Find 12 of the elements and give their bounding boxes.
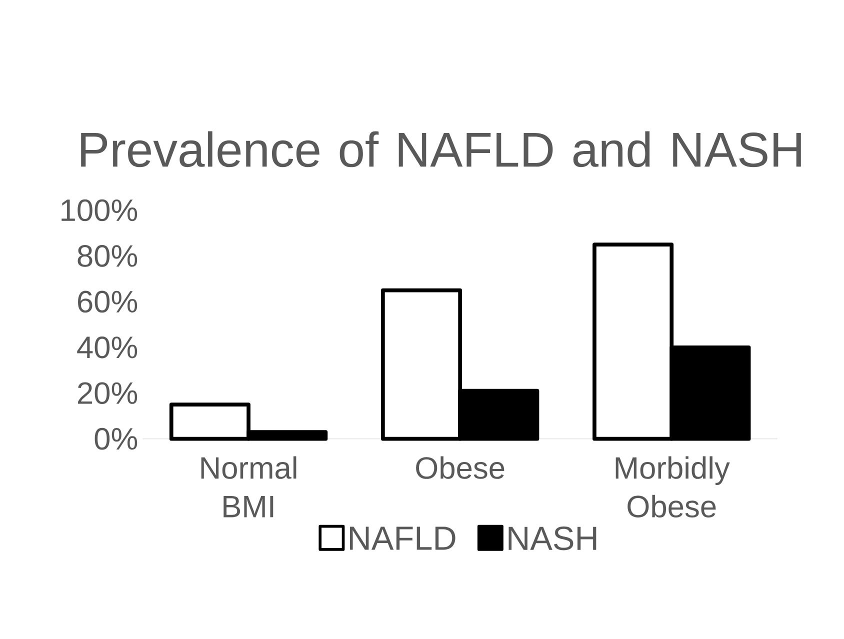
y-tick-label: 100%	[62, 199, 138, 221]
x-tick-label: Obese	[416, 456, 504, 479]
y-tick-label: 60%	[78, 290, 138, 312]
y-tick-label: 40%	[77, 336, 138, 358]
x-tick-label: Morbidly Obese	[616, 456, 730, 518]
y-tick-label: 20%	[78, 382, 138, 404]
legend-label: NASH	[508, 526, 596, 550]
y-tick-label: 0%	[94, 428, 138, 450]
x-tick-label: Normal BMI	[201, 456, 296, 517]
y-tick-label: 80%	[78, 244, 138, 267]
chart-title: Prevalence of NAFLD and NASH	[81, 131, 801, 167]
legend-label: NAFLD	[350, 526, 456, 550]
